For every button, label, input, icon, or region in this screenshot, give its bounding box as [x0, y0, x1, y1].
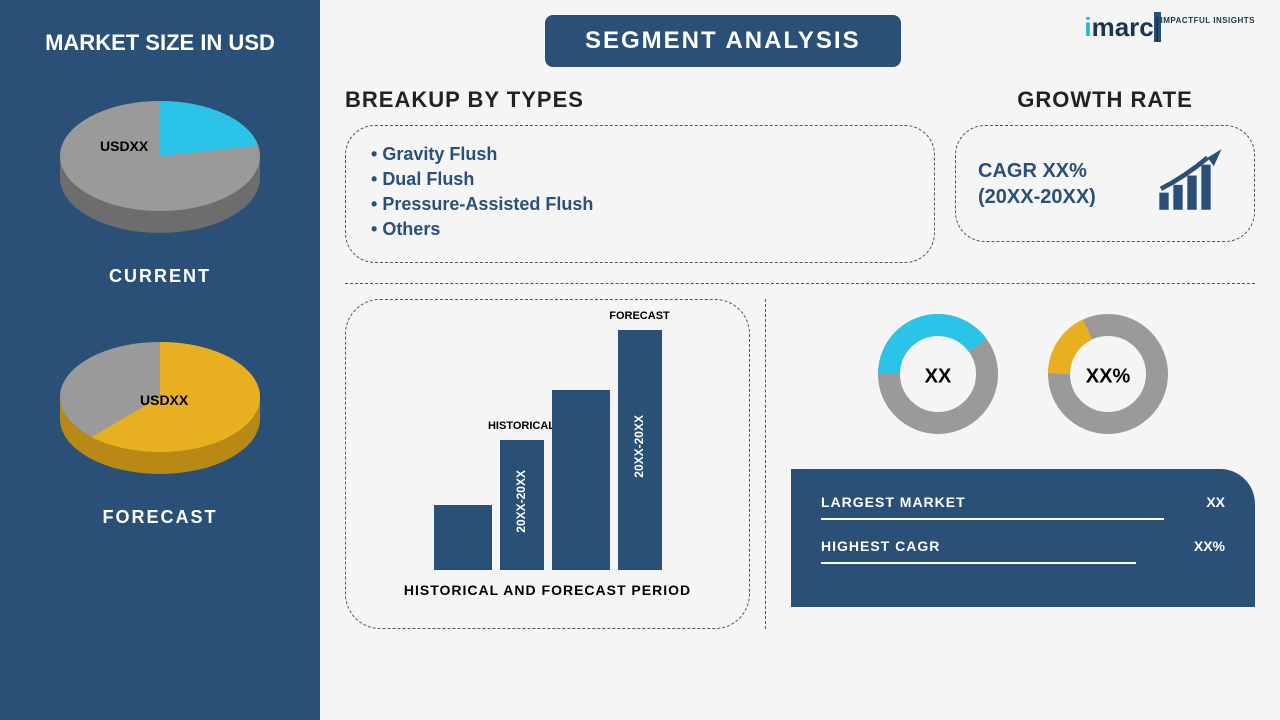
donut-2: XX% [1048, 314, 1168, 439]
pie-forecast: USDXX [45, 327, 275, 492]
metric-1-label: LARGEST MARKET [821, 494, 966, 510]
bar-top-label: FORECAST [609, 310, 670, 322]
bar-chart-section: HISTORICAL20XX-20XXFORECAST20XX-20XX HIS… [345, 299, 765, 629]
bars-area: HISTORICAL20XX-20XXFORECAST20XX-20XX [376, 320, 719, 570]
growth-box: CAGR XX% (20XX-20XX) [955, 125, 1255, 242]
metric-largest-market: LARGEST MARKET XX [821, 494, 1225, 510]
breakup-box: Gravity Flush Dual Flush Pressure-Assisted… [345, 125, 935, 263]
breakup-item: Pressure-Assisted Flush [371, 194, 909, 215]
bar: FORECAST20XX-20XX [618, 330, 662, 570]
donut-1-value: XX [925, 365, 952, 388]
breakup-item: Others [371, 219, 909, 240]
logo-marc: marc [1092, 12, 1154, 42]
donut-section: XX XX% LARGEST MARKET XX HIGHEST C [765, 299, 1255, 629]
metric-1-value: XX [1206, 494, 1225, 510]
logo-tagline: IMPACTFUL INSIGHTS [1161, 16, 1255, 25]
brand-logo: imarc|IMPACTFUL INSIGHTS [1084, 12, 1255, 43]
growth-title: GROWTH RATE [955, 87, 1255, 113]
pie-current-label: CURRENT [109, 266, 211, 287]
cagr-text: CAGR XX% (20XX-20XX) [978, 158, 1096, 210]
market-size-sidebar: MARKET SIZE IN USD USDXX CURRENT USDXX F… [0, 0, 320, 720]
metric-1-line [821, 518, 1164, 520]
logo-i: i [1084, 12, 1091, 42]
bar [552, 390, 610, 570]
metric-highest-cagr: HIGHEST CAGR XX% [821, 538, 1225, 554]
bar [434, 505, 492, 570]
bar: HISTORICAL20XX-20XX [500, 440, 544, 570]
bar-chart-footer: HISTORICAL AND FORECAST PERIOD [376, 582, 719, 598]
pie-current-chart [45, 86, 275, 246]
breakup-section: BREAKUP BY TYPES Gravity Flush Dual Flush… [345, 87, 935, 263]
cagr-line2: (20XX-20XX) [978, 184, 1096, 210]
metric-2-label: HIGHEST CAGR [821, 538, 940, 554]
page-title: SEGMENT ANALYSIS [545, 15, 901, 67]
bar-chart-box: HISTORICAL20XX-20XXFORECAST20XX-20XX HIS… [345, 299, 750, 629]
breakup-list: Gravity Flush Dual Flush Pressure-Assisted… [371, 144, 909, 240]
horizontal-divider [345, 283, 1255, 284]
top-row: BREAKUP BY TYPES Gravity Flush Dual Flush… [345, 87, 1255, 263]
breakup-title: BREAKUP BY TYPES [345, 87, 935, 113]
bar-inside-label: 20XX-20XX [514, 470, 528, 533]
pie-current: USDXX [45, 86, 275, 251]
cagr-line1: CAGR XX% [978, 158, 1096, 184]
breakup-item: Gravity Flush [371, 144, 909, 165]
bar-inside-label: 20XX-20XX [632, 415, 646, 478]
infographic-root: MARKET SIZE IN USD USDXX CURRENT USDXX F… [0, 0, 1280, 720]
sidebar-title: MARKET SIZE IN USD [45, 30, 275, 56]
growth-section: GROWTH RATE CAGR XX% (20XX-20XX) [955, 87, 1255, 263]
main-panel: SEGMENT ANALYSIS imarc|IMPACTFUL INSIGHT… [320, 0, 1280, 720]
pie-forecast-value: USDXX [140, 392, 188, 408]
donut-2-value: XX% [1086, 365, 1130, 388]
metric-2-value: XX% [1194, 538, 1225, 554]
bar-top-label: HISTORICAL [488, 420, 555, 432]
metrics-box: LARGEST MARKET XX HIGHEST CAGR XX% [791, 469, 1255, 607]
metric-2-line [821, 562, 1136, 564]
pie-current-value: USDXX [100, 138, 148, 154]
pie-forecast-label: FORECAST [103, 507, 218, 528]
bottom-row: HISTORICAL20XX-20XXFORECAST20XX-20XX HIS… [345, 299, 1255, 629]
growth-chart-icon [1152, 146, 1232, 221]
donuts-row: XX XX% [791, 314, 1255, 439]
donut-1: XX [878, 314, 998, 439]
breakup-item: Dual Flush [371, 169, 909, 190]
